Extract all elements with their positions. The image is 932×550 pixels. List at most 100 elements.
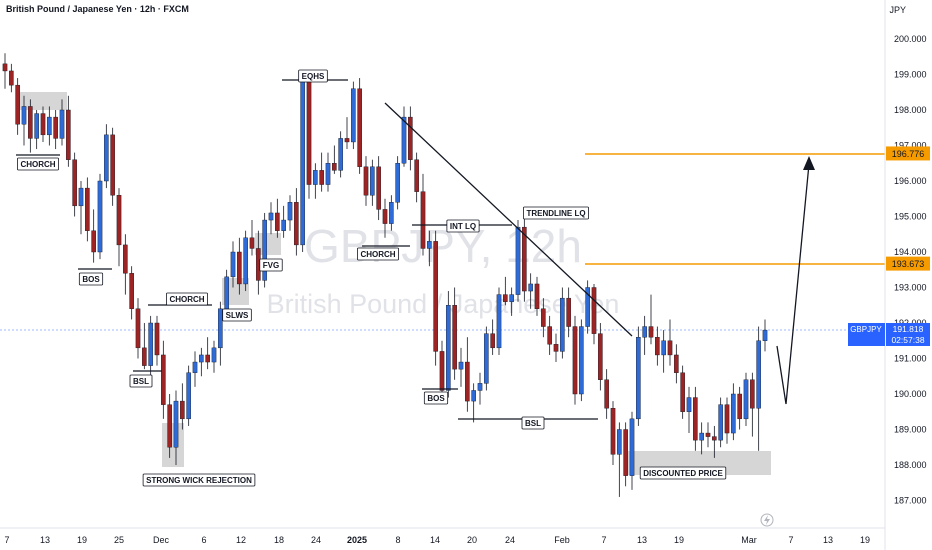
svg-text:STRONG WICK REJECTION: STRONG WICK REJECTION <box>146 476 252 485</box>
chart-title: British Pound / Japanese Yen · 12h · FXC… <box>6 4 189 14</box>
candle-body <box>762 329 768 341</box>
candle-body <box>287 202 293 221</box>
candle <box>674 344 679 384</box>
candle <box>338 131 343 178</box>
time-tick-label: 13 <box>823 535 833 545</box>
candle-body <box>129 273 134 309</box>
candle <box>541 298 546 338</box>
candle-body <box>693 397 698 441</box>
candle <box>142 323 147 370</box>
candle <box>237 237 242 295</box>
candle <box>9 63 14 93</box>
candle-body <box>699 432 704 441</box>
candle <box>566 287 571 338</box>
candle <box>192 351 198 387</box>
candle <box>484 326 489 391</box>
candle <box>731 383 736 441</box>
candle <box>123 234 128 295</box>
candle <box>427 230 432 267</box>
price-tick-label: 188.000 <box>894 460 927 470</box>
candle <box>534 276 540 316</box>
candle-body <box>123 244 128 274</box>
candle-body <box>705 432 711 437</box>
annotation-label: STRONG WICK REJECTION <box>142 473 256 487</box>
candle-body <box>636 337 641 420</box>
candle-body <box>243 237 248 285</box>
time-tick-label: 19 <box>77 535 87 545</box>
price-tick-label: 191.000 <box>894 354 927 364</box>
price-tag-value: 191.818 <box>893 324 924 334</box>
candle <box>72 152 77 217</box>
svg-text:FVG: FVG <box>263 261 279 270</box>
candle-body <box>351 88 356 143</box>
candle-body <box>718 404 723 441</box>
candle-body <box>655 337 660 356</box>
price-tag-countdown: 02:57:38 <box>891 335 924 345</box>
price-tick-label: 193.000 <box>894 283 927 293</box>
trendline-lq <box>384 102 633 337</box>
candle <box>161 340 166 419</box>
candle <box>97 173 103 260</box>
candle-body <box>471 390 476 402</box>
candle-body <box>306 81 312 185</box>
time-axis[interactable]: 7 13 19 25 Dec 6 12 18 24 2025 8 14 20 24 Feb 7 13 19 Mar 7… <box>4 535 870 545</box>
candle <box>579 319 584 402</box>
candle <box>591 283 597 345</box>
candle-body <box>553 344 559 352</box>
price-tick-label: 199.000 <box>894 70 927 80</box>
time-tick-label: 19 <box>674 535 684 545</box>
candle <box>218 301 223 366</box>
price-axis[interactable]: 200.000 199.000 198.000 197.000 196.000 195.0… <box>894 34 927 506</box>
candle-body <box>731 393 736 434</box>
candle-body <box>262 219 267 281</box>
candle-body <box>344 138 350 143</box>
currency-label[interactable]: JPY <box>889 5 906 15</box>
candle <box>598 323 603 391</box>
candle <box>762 319 768 352</box>
price-tick-label: 190.000 <box>894 389 927 399</box>
time-tick-label: 7 <box>788 535 793 545</box>
candle-body <box>534 283 540 310</box>
candle <box>756 326 761 451</box>
svg-text:SLWS: SLWS <box>226 311 249 320</box>
candle <box>249 220 255 256</box>
candle-body <box>376 166 381 210</box>
candle-body <box>281 219 286 231</box>
time-tick-label: Dec <box>153 535 170 545</box>
candle <box>40 106 46 142</box>
candle-body <box>604 379 609 409</box>
candle-body <box>21 106 27 125</box>
time-tick-label: 19 <box>860 535 870 545</box>
candle-body <box>97 180 103 253</box>
candle-body <box>110 134 115 196</box>
candle <box>148 315 153 377</box>
candle-body <box>249 237 255 249</box>
projection-arrowhead <box>803 156 815 170</box>
candle <box>389 195 394 231</box>
candle <box>281 205 286 238</box>
candle-body <box>300 81 305 246</box>
annotation-label: EQHS <box>298 69 328 83</box>
candle <box>332 145 337 174</box>
candle <box>712 425 717 458</box>
time-tick-label: Feb <box>554 535 570 545</box>
candle-body <box>427 241 432 249</box>
candles-group <box>2 53 768 497</box>
candle <box>465 337 470 412</box>
candle <box>408 106 413 171</box>
candle-body <box>591 287 597 334</box>
candle-body <box>452 305 457 370</box>
candle <box>629 411 635 490</box>
candle <box>610 401 616 465</box>
candle-body <box>547 326 552 345</box>
lightning-icon[interactable] <box>760 513 774 527</box>
svg-text:INT LQ: INT LQ <box>450 222 476 231</box>
candle-body <box>686 397 692 412</box>
candle-body <box>439 351 445 391</box>
projection-path <box>776 163 810 405</box>
candle-body <box>135 308 141 349</box>
candle-body <box>66 109 71 160</box>
candle <box>66 95 71 167</box>
candle-body <box>515 226 521 295</box>
